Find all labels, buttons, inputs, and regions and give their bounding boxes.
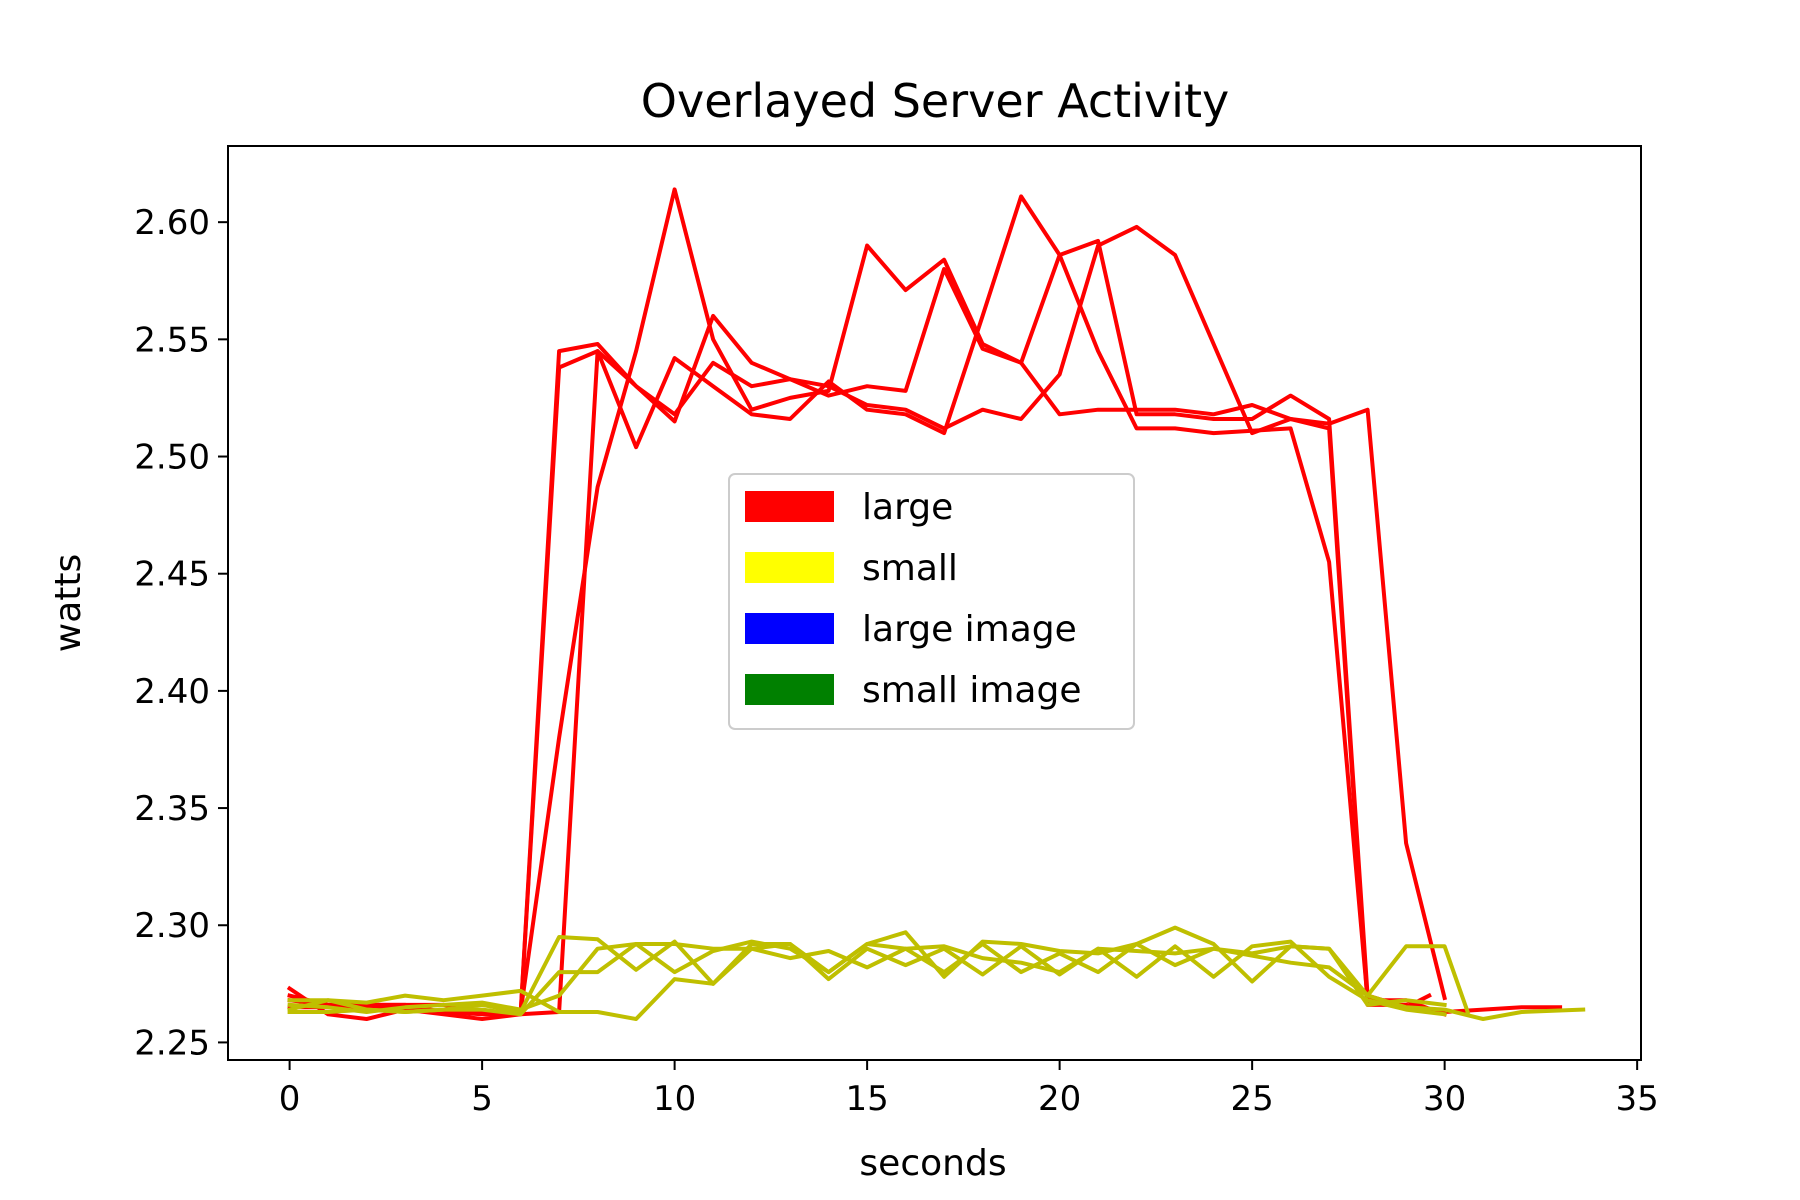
legend-frame <box>728 473 1135 730</box>
plot-area-frame <box>227 145 1642 1061</box>
legend-swatch-2 <box>745 552 834 583</box>
x-tick-label: 15 <box>845 1079 888 1119</box>
x-tick-label: 25 <box>1231 1079 1274 1119</box>
legend-swatch-3 <box>745 613 834 644</box>
legend-swatch-1 <box>745 491 834 522</box>
y-tick-label: 2.35 <box>134 789 210 829</box>
legend-label-2: small <box>862 548 958 589</box>
y-axis-ticks: 2.25 2.30 2.35 2.40 2.45 2.50 2.55 2.60 <box>134 203 228 1063</box>
series-line-4 <box>287 224 1448 1017</box>
y-axis-label: watts <box>48 554 89 653</box>
y-tick-label: 2.40 <box>134 672 210 712</box>
x-axis-label: seconds <box>859 1143 1006 1184</box>
x-tick-label: 10 <box>653 1079 696 1119</box>
legend-items: large small large image small image <box>745 487 1081 711</box>
chart-title: Overlayed Server Activity <box>641 74 1229 128</box>
x-axis-ticks: 0 5 10 15 20 25 30 35 <box>279 1060 1659 1119</box>
series-layer <box>286 187 1586 1021</box>
y-tick-label: 2.25 <box>134 1023 210 1063</box>
legend-label-1: large <box>862 487 953 528</box>
y-tick-label: 2.30 <box>134 906 210 946</box>
x-tick-label: 20 <box>1038 1079 1081 1119</box>
legend: large small large image small image <box>728 473 1135 730</box>
x-tick-label: 5 <box>471 1079 493 1119</box>
legend-label-3: large image <box>862 609 1077 650</box>
y-tick-label: 2.55 <box>134 320 210 360</box>
series-line-7 <box>287 942 1471 1017</box>
legend-label-4: small image <box>862 670 1081 711</box>
x-tick-label: 35 <box>1616 1079 1659 1119</box>
y-tick-label: 2.60 <box>134 203 210 243</box>
legend-swatch-4 <box>745 674 834 705</box>
x-tick-label: 30 <box>1423 1079 1466 1119</box>
series-line-5 <box>287 942 1586 1021</box>
series-line-1 <box>286 238 1432 1021</box>
y-tick-label: 2.50 <box>134 438 210 478</box>
series-line-8 <box>287 925 1447 1014</box>
series-line-6 <box>287 935 1447 1017</box>
y-tick-label: 2.45 <box>134 555 210 595</box>
x-tick-label: 0 <box>279 1079 301 1119</box>
